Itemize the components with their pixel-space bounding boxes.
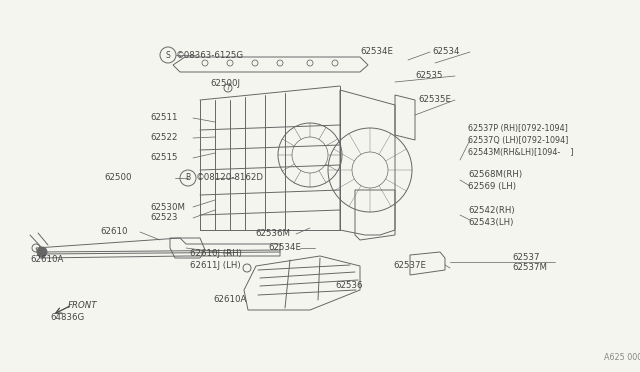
Text: 62611J (LH): 62611J (LH) bbox=[190, 260, 241, 269]
Text: 62523: 62523 bbox=[150, 214, 177, 222]
Text: 62535E: 62535E bbox=[418, 96, 451, 105]
Text: 62515: 62515 bbox=[150, 154, 177, 163]
Text: 62500: 62500 bbox=[104, 173, 131, 183]
Text: 62610J (RH): 62610J (RH) bbox=[190, 250, 242, 259]
Text: 62536M: 62536M bbox=[255, 230, 290, 238]
Text: 62522: 62522 bbox=[150, 134, 177, 142]
Text: 62542(RH): 62542(RH) bbox=[468, 205, 515, 215]
Text: 62535: 62535 bbox=[415, 71, 442, 80]
Text: 62534E: 62534E bbox=[268, 244, 301, 253]
Text: 62536: 62536 bbox=[335, 282, 362, 291]
Text: ©08120-8162D: ©08120-8162D bbox=[196, 173, 264, 183]
Text: 62500J: 62500J bbox=[210, 78, 240, 87]
Text: 62568M(RH): 62568M(RH) bbox=[468, 170, 522, 180]
Text: 62537M: 62537M bbox=[512, 263, 547, 273]
Text: 62534: 62534 bbox=[432, 48, 460, 57]
Text: FRONT: FRONT bbox=[68, 301, 97, 310]
Text: 62534E: 62534E bbox=[360, 48, 393, 57]
Circle shape bbox=[37, 247, 47, 257]
Text: A625 0009: A625 0009 bbox=[604, 353, 640, 362]
Text: ©08363-6125G: ©08363-6125G bbox=[176, 51, 244, 60]
Text: 62537E: 62537E bbox=[393, 260, 426, 269]
Text: 62537Q (LH)[0792-1094]: 62537Q (LH)[0792-1094] bbox=[468, 135, 568, 144]
Text: 64836G: 64836G bbox=[50, 314, 84, 323]
Text: 62543M(RH&LH)[1094-    ]: 62543M(RH&LH)[1094- ] bbox=[468, 148, 573, 157]
Text: B: B bbox=[186, 173, 191, 183]
Text: 62543(LH): 62543(LH) bbox=[468, 218, 513, 227]
Text: 62610: 62610 bbox=[100, 228, 127, 237]
Text: 62537: 62537 bbox=[512, 253, 540, 262]
Text: S: S bbox=[166, 51, 170, 60]
Text: 62537P (RH)[0792-1094]: 62537P (RH)[0792-1094] bbox=[468, 124, 568, 132]
Text: 62530M: 62530M bbox=[150, 202, 185, 212]
Text: 62569 (LH): 62569 (LH) bbox=[468, 183, 516, 192]
Text: 62610A: 62610A bbox=[30, 256, 63, 264]
Text: 62511: 62511 bbox=[150, 113, 177, 122]
Text: 62610A: 62610A bbox=[213, 295, 246, 305]
